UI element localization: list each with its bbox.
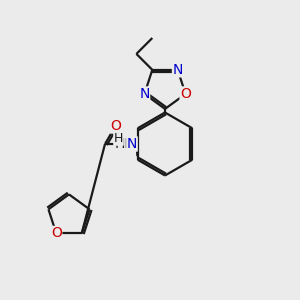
Text: H: H — [114, 132, 123, 145]
Text: HN: HN — [115, 137, 136, 151]
Text: N: N — [139, 87, 150, 101]
Text: O: O — [110, 119, 121, 133]
Text: O: O — [51, 226, 62, 241]
Text: N: N — [127, 137, 137, 151]
Text: N: N — [172, 63, 183, 77]
Text: O: O — [180, 87, 191, 101]
